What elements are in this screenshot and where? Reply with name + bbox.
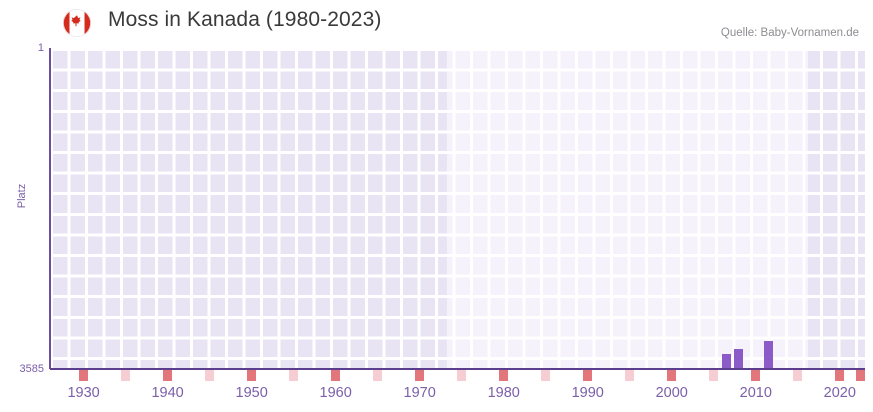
canada-flag-icon: [60, 8, 94, 38]
x-axis-label-1930: 1930: [67, 385, 100, 401]
bar-2012[interactable]: [722, 354, 731, 368]
x-axis-labels: 1930 1940 1950 1960 1970 1980 1990 2000 2010 2020: [50, 385, 865, 409]
x-tick-major-1990: [583, 370, 593, 381]
source-label: Quelle: Baby-Vornamen.de: [720, 27, 859, 39]
x-axis-line: [50, 368, 865, 370]
x-axis-label-2010: 2010: [739, 385, 772, 401]
x-tick-major-1960: [331, 370, 341, 381]
x-tick-major-end: [856, 370, 865, 381]
x-tick-minor-1935: [121, 370, 131, 381]
bar-2017[interactable]: [764, 341, 773, 368]
x-axis-label-2020: 2020: [823, 385, 856, 401]
x-tick-minor-1965: [373, 370, 383, 381]
x-axis-label-2000: 2000: [655, 385, 688, 401]
y-axis-line: [49, 48, 51, 369]
x-tick-major-1970: [415, 370, 425, 381]
x-axis-label-1980: 1980: [487, 385, 520, 401]
x-tick-minor-2005: [709, 370, 719, 381]
x-tick-minor-1975: [457, 370, 467, 381]
y-axis-title: Platz: [16, 183, 28, 209]
x-tick-minor-1945: [205, 370, 215, 381]
x-axis-label-1940: 1940: [151, 385, 184, 401]
x-axis-label-1990: 1990: [571, 385, 604, 401]
x-tick-minor-1995: [625, 370, 635, 381]
x-tick-major-1930: [79, 370, 89, 381]
plot-area: [50, 48, 865, 368]
x-axis-label-1960: 1960: [319, 385, 352, 401]
x-axis-label-1950: 1950: [235, 385, 268, 401]
x-tick-minor-1985: [541, 370, 551, 381]
chart-header: Moss in Kanada (1980-2023) Quelle: Baby-…: [0, 0, 873, 48]
x-tick-major-1940: [163, 370, 173, 381]
bar-2014[interactable]: [734, 349, 743, 368]
x-tick-minor-2015: [793, 370, 803, 381]
x-tick-major-2010: [751, 370, 761, 381]
x-tick-major-2000: [667, 370, 677, 381]
x-tick-major-1980: [499, 370, 509, 381]
chart-title: Moss in Kanada (1980-2023): [108, 8, 382, 31]
x-axis-label-1970: 1970: [403, 385, 436, 401]
x-tick-major-1950: [247, 370, 257, 381]
x-tick-major-2020: [835, 370, 845, 381]
x-tick-minor-1955: [289, 370, 299, 381]
y-axis-tick-top: 1: [37, 42, 44, 54]
y-axis-tick-bottom: 3585: [19, 363, 44, 375]
x-axis-tick-marks: [50, 370, 865, 382]
bars-layer: [50, 48, 865, 368]
